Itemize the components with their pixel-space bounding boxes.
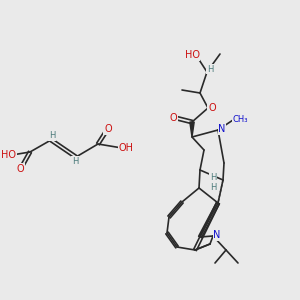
Text: HO: HO: [184, 50, 200, 60]
Text: H: H: [207, 64, 213, 74]
Text: H: H: [210, 173, 216, 182]
Text: O: O: [16, 164, 24, 174]
Text: H: H: [72, 157, 78, 166]
Text: CH₃: CH₃: [232, 116, 248, 124]
Polygon shape: [190, 122, 194, 137]
Text: N: N: [218, 124, 226, 134]
Text: OH: OH: [118, 143, 134, 153]
Text: O: O: [104, 124, 112, 134]
Text: N: N: [213, 230, 221, 240]
Text: H: H: [49, 131, 55, 140]
Text: O: O: [169, 113, 177, 123]
Text: H: H: [210, 182, 216, 191]
Text: HO: HO: [2, 150, 16, 160]
Text: O: O: [208, 103, 216, 113]
